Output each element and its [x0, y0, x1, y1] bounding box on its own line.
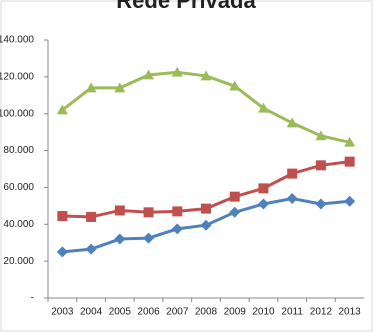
marker — [86, 211, 97, 222]
x-tick-label: 2007 — [166, 307, 189, 318]
y-tick-label: 60.000 — [3, 182, 34, 193]
chart-title: Rede Privada — [116, 0, 256, 13]
marker — [172, 206, 183, 217]
marker — [85, 243, 97, 255]
marker — [171, 223, 183, 235]
marker — [286, 192, 298, 204]
marker — [200, 70, 212, 81]
y-tick-label: 80.000 — [3, 145, 34, 156]
x-tick-label: 2012 — [310, 307, 333, 318]
marker — [56, 246, 68, 258]
y-tick-label: 40.000 — [3, 219, 34, 230]
marker — [315, 160, 326, 171]
y-tick-label: - — [31, 293, 34, 304]
x-tick-label: 2008 — [195, 307, 218, 318]
marker — [114, 82, 126, 93]
marker — [57, 210, 68, 221]
marker — [286, 117, 298, 128]
marker — [258, 183, 269, 194]
marker — [344, 156, 355, 167]
y-tick-label: 120.000 — [0, 71, 34, 82]
marker — [229, 80, 241, 91]
marker — [114, 233, 126, 245]
marker — [229, 206, 241, 218]
marker — [287, 168, 298, 179]
marker — [344, 195, 356, 207]
marker — [344, 136, 356, 147]
y-tick-label: 140.000 — [0, 35, 34, 46]
marker — [229, 191, 240, 202]
marker — [200, 219, 212, 231]
marker — [114, 205, 125, 216]
marker — [201, 203, 211, 214]
y-tick-label: 100.000 — [0, 108, 34, 119]
marker — [315, 198, 327, 210]
marker — [171, 66, 183, 77]
y-tick-label: 20.000 — [3, 256, 34, 267]
marker — [257, 102, 269, 113]
marker — [143, 69, 155, 80]
x-tick-label: 2003 — [51, 307, 74, 318]
x-tick-label: 2009 — [224, 307, 247, 318]
x-tick-label: 2005 — [109, 307, 132, 318]
marker — [143, 232, 155, 244]
x-tick-label: 2010 — [252, 307, 275, 318]
marker — [56, 104, 68, 115]
marker — [85, 82, 97, 93]
marker — [143, 207, 154, 218]
x-tick-label: 2004 — [80, 307, 103, 318]
marker — [257, 198, 269, 210]
x-tick-label: 2006 — [137, 307, 160, 318]
x-tick-label: 2011 — [281, 307, 303, 318]
marker — [315, 130, 327, 141]
x-tick-label: 2013 — [339, 307, 362, 318]
